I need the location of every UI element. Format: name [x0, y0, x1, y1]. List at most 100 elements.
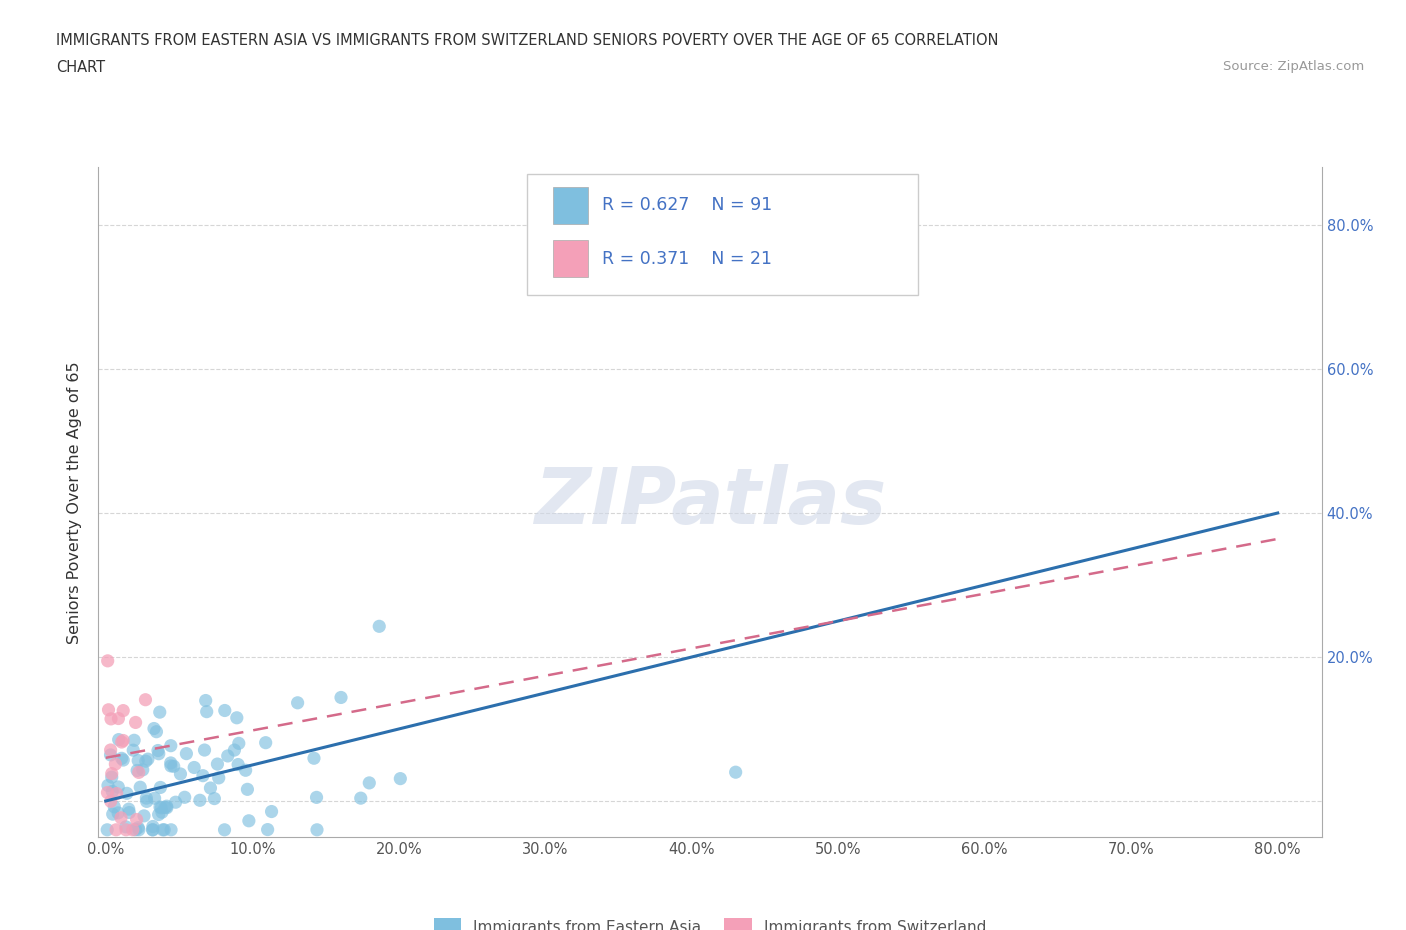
- Point: [103, 800, 125, 815]
- Point: [173, 790, 195, 804]
- Text: CHART: CHART: [56, 60, 105, 75]
- Point: [159, 738, 181, 753]
- Point: [195, 704, 218, 719]
- Point: [124, 822, 146, 837]
- Point: [136, 751, 159, 766]
- Text: R = 0.371    N = 21: R = 0.371 N = 21: [602, 250, 772, 268]
- Point: [235, 763, 257, 777]
- Point: [146, 743, 169, 758]
- Point: [254, 736, 277, 751]
- Point: [149, 780, 172, 795]
- Point: [188, 793, 211, 808]
- Point: [368, 618, 391, 633]
- Point: [160, 822, 183, 837]
- Point: [97, 654, 120, 669]
- Point: [112, 703, 135, 718]
- Point: [330, 690, 353, 705]
- FancyBboxPatch shape: [554, 187, 588, 223]
- Point: [142, 822, 165, 837]
- Point: [132, 763, 155, 777]
- Point: [107, 732, 129, 747]
- Point: [153, 822, 176, 837]
- Point: [214, 822, 236, 837]
- Point: [260, 804, 283, 819]
- Point: [112, 752, 135, 767]
- Point: [287, 696, 309, 711]
- Point: [118, 802, 141, 817]
- Point: [359, 776, 381, 790]
- Point: [110, 810, 132, 825]
- Point: [104, 757, 127, 772]
- Point: [142, 822, 165, 837]
- Point: [202, 791, 225, 806]
- Point: [724, 764, 747, 779]
- Point: [224, 743, 246, 758]
- Point: [305, 790, 328, 804]
- Point: [149, 705, 172, 720]
- Point: [129, 779, 152, 794]
- FancyBboxPatch shape: [526, 174, 918, 295]
- Point: [143, 721, 166, 736]
- Text: ZIPatlas: ZIPatlas: [534, 464, 886, 540]
- Point: [236, 782, 259, 797]
- Point: [107, 805, 129, 820]
- Point: [225, 711, 247, 725]
- Point: [145, 724, 167, 739]
- Point: [100, 742, 122, 757]
- Point: [156, 800, 179, 815]
- Point: [207, 757, 229, 772]
- Point: [135, 790, 157, 805]
- Point: [132, 808, 155, 823]
- Point: [100, 794, 122, 809]
- Point: [118, 805, 141, 820]
- Point: [111, 735, 134, 750]
- Text: Source: ZipAtlas.com: Source: ZipAtlas.com: [1223, 60, 1364, 73]
- Point: [217, 749, 239, 764]
- Point: [194, 693, 217, 708]
- Point: [150, 804, 173, 819]
- Point: [152, 822, 174, 837]
- Point: [389, 771, 412, 786]
- Point: [238, 814, 260, 829]
- Point: [228, 736, 250, 751]
- Point: [135, 753, 157, 768]
- Point: [165, 795, 187, 810]
- Point: [101, 784, 124, 799]
- Point: [127, 753, 149, 768]
- Text: R = 0.627    N = 91: R = 0.627 N = 91: [602, 196, 773, 214]
- Point: [302, 751, 325, 765]
- Point: [125, 812, 148, 827]
- Text: IMMIGRANTS FROM EASTERN ASIA VS IMMIGRANTS FROM SWITZERLAND SENIORS POVERTY OVER: IMMIGRANTS FROM EASTERN ASIA VS IMMIGRAN…: [56, 33, 998, 47]
- Point: [100, 770, 122, 785]
- Point: [101, 806, 124, 821]
- Point: [305, 822, 328, 837]
- Point: [150, 801, 173, 816]
- FancyBboxPatch shape: [554, 240, 588, 277]
- Point: [160, 759, 183, 774]
- Point: [112, 733, 135, 748]
- Point: [159, 755, 181, 770]
- Point: [127, 820, 149, 835]
- Point: [134, 692, 156, 707]
- Point: [115, 819, 138, 834]
- Y-axis label: Seniors Poverty Over the Age of 65: Seniors Poverty Over the Age of 65: [67, 361, 83, 644]
- Point: [97, 702, 120, 717]
- Point: [100, 766, 122, 781]
- Point: [122, 733, 145, 748]
- Point: [96, 785, 118, 800]
- Point: [107, 711, 129, 726]
- Point: [176, 746, 198, 761]
- Point: [350, 790, 373, 805]
- Point: [149, 800, 172, 815]
- Legend: Immigrants from Eastern Asia, Immigrants from Switzerland: Immigrants from Eastern Asia, Immigrants…: [427, 911, 993, 930]
- Point: [169, 766, 191, 781]
- Point: [128, 822, 150, 837]
- Point: [135, 794, 157, 809]
- Point: [107, 779, 129, 794]
- Point: [148, 746, 170, 761]
- Point: [96, 822, 118, 837]
- Point: [156, 799, 179, 814]
- Point: [124, 715, 146, 730]
- Point: [191, 768, 214, 783]
- Point: [256, 822, 278, 837]
